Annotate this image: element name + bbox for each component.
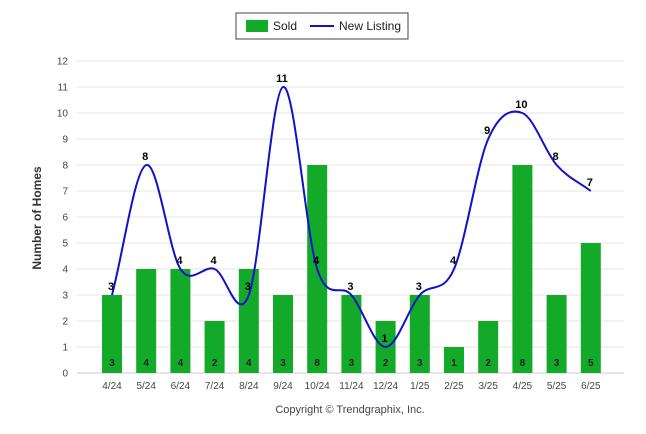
bar-value-label: 2 [212,358,218,369]
bar-value-label: 2 [485,358,491,369]
bar-value-label: 3 [417,358,423,369]
line-value-label: 1 [382,333,388,345]
bar-value-label: 3 [349,358,355,369]
bar-sold [238,269,259,373]
y-tick-label: 2 [62,317,68,328]
x-tick-label: 2/25 [444,381,464,392]
x-tick-label: 6/24 [171,381,191,392]
x-tick-label: 5/25 [547,381,567,392]
y-tick-label: 4 [62,265,68,276]
y-tick-label: 5 [62,239,68,250]
bar-sold [512,165,533,373]
legend-sold-label: Sold [273,19,297,33]
line-labels-new-listing: 3 8 4 4 3 11 4 3 1 3 4 9 10 8 7 [108,73,593,345]
bar-value-label: 8 [314,358,320,369]
bar-value-label: 4 [143,358,149,369]
y-tick-label: 9 [62,135,68,146]
legend-sold-swatch [246,20,268,32]
bars-sold [102,165,601,373]
line-value-label: 4 [211,255,218,267]
bar-labels-sold: 3 4 4 2 4 3 8 3 2 3 1 2 8 3 5 [109,358,594,369]
bar-sold [204,321,225,373]
x-tick-label: 3/25 [478,381,498,392]
bar-value-label: 1 [451,358,457,369]
line-value-label: 8 [142,151,148,163]
bar-sold [273,295,293,373]
x-tick-label: 12/24 [373,381,398,392]
line-value-label: 8 [553,151,559,163]
y-tick-label: 8 [62,161,68,172]
line-value-label: 3 [347,281,353,293]
bar-sold [341,295,362,373]
bar-value-label: 4 [178,358,184,369]
y-tick-label: 7 [62,187,68,198]
line-value-label: 9 [484,125,490,137]
x-tick-label: 7/24 [205,381,225,392]
copyright-credit: Copyright © Trendgraphix, Inc. [275,404,424,416]
y-tick-label: 12 [57,57,69,68]
bar-value-label: 5 [588,358,594,369]
legend: Sold New Listing [235,12,409,40]
line-value-label: 3 [245,281,251,293]
line-value-label: 4 [176,255,183,267]
x-tick-label: 4/24 [102,381,122,392]
line-value-label: 4 [313,255,320,267]
x-tick-label: 9/24 [273,381,293,392]
x-tick-label: 8/24 [239,381,259,392]
gridlines [77,60,624,374]
legend-new-listing-label: New Listing [339,19,401,33]
line-value-label: 3 [108,281,114,293]
y-tick-label: 0 [62,369,68,380]
x-axis-ticks: 4/24 5/24 6/24 7/24 8/24 9/24 10/24 11/24 12/24 1… [102,381,601,392]
line-value-label: 7 [587,177,593,189]
bar-value-label: 4 [246,358,252,369]
x-tick-label: 5/24 [136,381,156,392]
y-tick-label: 3 [62,291,68,302]
line-value-label: 10 [515,99,527,111]
y-tick-label: 10 [57,109,69,120]
bar-value-label: 8 [520,358,526,369]
y-tick-label: 11 [58,83,69,94]
bar-sold [444,347,464,373]
x-tick-label: 6/25 [581,381,601,392]
y-axis-label: Number of Homes [30,166,44,270]
x-tick-label: 1/25 [410,381,430,392]
x-tick-label: 4/25 [513,381,533,392]
bar-value-label: 3 [280,358,286,369]
line-value-label: 3 [416,281,422,293]
line-value-label: 4 [450,255,457,267]
bar-sold [170,269,191,373]
line-value-label: 11 [276,73,288,85]
bar-sold [409,295,430,373]
y-tick-label: 1 [62,343,68,354]
x-tick-label: 11/24 [339,381,364,392]
bar-sold [478,321,499,373]
bar-sold [580,243,601,373]
x-tick-label: 10/24 [305,381,330,392]
bar-sold [102,295,122,373]
bar-value-label: 3 [554,358,560,369]
bar-sold [136,269,157,373]
line-new-listing [111,85,592,349]
y-tick-label: 6 [62,213,68,224]
bar-sold [546,295,567,373]
bar-value-label: 3 [109,358,115,369]
bar-value-label: 2 [383,358,389,369]
